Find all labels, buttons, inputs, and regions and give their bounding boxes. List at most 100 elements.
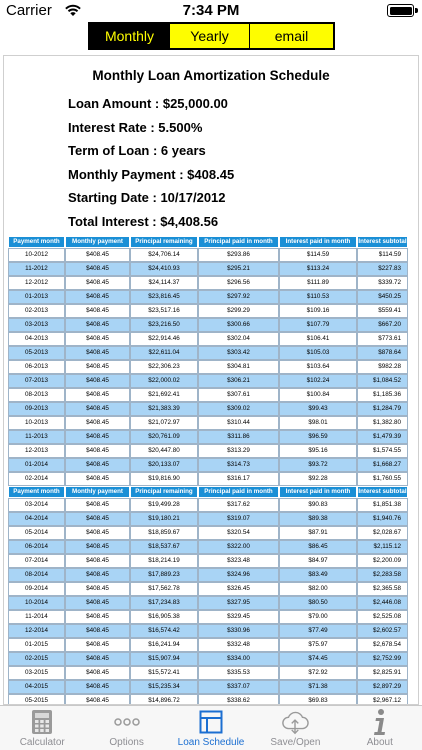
table-header-cell: Principal remaining	[130, 236, 198, 248]
table-cell: $79.00	[279, 610, 357, 624]
table-cell: 04-2015	[8, 680, 65, 694]
table-cell: $80.50	[279, 596, 357, 610]
table-cell: $84.97	[279, 554, 357, 568]
table-cell: $22,914.46	[130, 332, 198, 346]
table-cell: $74.45	[279, 652, 357, 666]
table-cell: $408.45	[65, 388, 130, 402]
table-cell: 10-2014	[8, 596, 65, 610]
table-cell: $16,905.38	[130, 610, 198, 624]
table-cell: 07-2014	[8, 554, 65, 568]
table-cell: $338.62	[198, 694, 279, 704]
table-row: 07-2014 $408.45 $18,214.19 $323.48 $84.97 $2,…	[8, 554, 408, 568]
table-cell: $408.45	[65, 458, 130, 472]
table-cell: $21,383.39	[130, 402, 198, 416]
table-header-cell: Payment month	[8, 486, 65, 498]
table-row: 01-2014 $408.45 $20,133.07 $314.73 $93.72 $1,…	[8, 458, 408, 472]
table-cell: $307.61	[198, 388, 279, 402]
table-cell: 05-2015	[8, 694, 65, 704]
table-row: 06-2014 $408.45 $18,537.67 $322.00 $86.45 $2,…	[8, 540, 408, 554]
table-cell: 05-2014	[8, 526, 65, 540]
table-row: 12-2012 $408.45 $24,114.37 $296.56 $111.89 $3…	[8, 276, 408, 290]
table-cell: 02-2014	[8, 472, 65, 486]
table-cell: $18,537.67	[130, 540, 198, 554]
table-cell: 08-2014	[8, 568, 65, 582]
table-cell: $1,851.38	[357, 498, 408, 512]
tab-about[interactable]: About	[338, 706, 422, 750]
table-cell: 03-2014	[8, 498, 65, 512]
table-cell: 10-2013	[8, 416, 65, 430]
table-cell: $2,825.91	[357, 666, 408, 680]
tab-options[interactable]: Options	[84, 706, 168, 750]
table-cell: 12-2014	[8, 624, 65, 638]
table-cell: $114.59	[357, 248, 408, 262]
table-cell: $90.83	[279, 498, 357, 512]
table-cell: $408.45	[65, 430, 130, 444]
table-cell: $327.95	[198, 596, 279, 610]
table-cell: $2,967.12	[357, 694, 408, 704]
table-cell: $2,446.08	[357, 596, 408, 610]
table-cell: 11-2014	[8, 610, 65, 624]
table-cell: $111.89	[279, 276, 357, 290]
table-cell: $408.45	[65, 262, 130, 276]
amortization-table-body: Payment month Monthly payment Principal re…	[8, 236, 408, 704]
table-row: 11-2012 $408.45 $24,410.93 $295.21 $113.24 $2…	[8, 262, 408, 276]
table-header-cell: Monthly payment	[65, 236, 130, 248]
table-cell: $20,761.09	[130, 430, 198, 444]
table-cell: $408.45	[65, 498, 130, 512]
table-cell: $408.45	[65, 582, 130, 596]
tab-save-open[interactable]: Save/Open	[253, 706, 337, 750]
wifi-icon	[65, 4, 81, 16]
table-cell: $299.29	[198, 304, 279, 318]
info-icon	[366, 708, 394, 736]
table-row: 03-2014 $408.45 $19,499.28 $317.62 $90.83 $1,…	[8, 498, 408, 512]
tab-loan-schedule[interactable]: Loan Schedule	[169, 706, 253, 750]
table-cell: $326.45	[198, 582, 279, 596]
schedule-type-segmented-control: Monthly Yearly email	[88, 22, 335, 50]
table-cell: $332.48	[198, 638, 279, 652]
schedule-document[interactable]: Monthly Loan Amortization Schedule Loan …	[3, 55, 419, 705]
table-cell: $86.45	[279, 540, 357, 554]
table-cell: $300.66	[198, 318, 279, 332]
table-cell: $311.86	[198, 430, 279, 444]
table-header-row: Payment month Monthly payment Principal re…	[8, 236, 408, 248]
table-cell: $408.45	[65, 540, 130, 554]
table-cell: $98.01	[279, 416, 357, 430]
table-header-cell: Principal paid in month	[198, 486, 279, 498]
table-cell: $323.48	[198, 554, 279, 568]
table-cell: $408.45	[65, 596, 130, 610]
table-row: 08-2014 $408.45 $17,889.23 $324.96 $83.49 $2,…	[8, 568, 408, 582]
table-cell: $329.45	[198, 610, 279, 624]
table-cell: $24,114.37	[130, 276, 198, 290]
table-header-cell: Payment month	[8, 236, 65, 248]
segment-email[interactable]: email	[250, 24, 333, 48]
status-time: 7:34 PM	[182, 2, 240, 19]
table-cell: $2,897.29	[357, 680, 408, 694]
table-cell: 08-2013	[8, 388, 65, 402]
table-cell: $14,896.72	[130, 694, 198, 704]
table-row: 05-2015 $408.45 $14,896.72 $338.62 $69.83 $2,…	[8, 694, 408, 704]
table-cell: $408.45	[65, 360, 130, 374]
table-header-cell: Interest paid in month	[279, 486, 357, 498]
table-header-row: Payment month Monthly payment Principal re…	[8, 486, 408, 498]
table-cell: $24,706.14	[130, 248, 198, 262]
table-cell: $21,072.97	[130, 416, 198, 430]
table-cell: $105.03	[279, 346, 357, 360]
tab-calculator[interactable]: Calculator	[0, 706, 84, 750]
segment-monthly[interactable]: Monthly	[90, 24, 170, 48]
table-row: 02-2013 $408.45 $23,517.16 $299.29 $109.16 $5…	[8, 304, 408, 318]
table-header-cell: Principal remaining	[130, 486, 198, 498]
table-cell: $106.41	[279, 332, 357, 346]
calculator-icon	[28, 708, 56, 736]
table-cell: $408.45	[65, 554, 130, 568]
table-cell: $408.45	[65, 526, 130, 540]
schedule-icon	[197, 708, 225, 736]
table-cell: $408.45	[65, 248, 130, 262]
table-cell: $22,306.23	[130, 360, 198, 374]
table-row: 09-2014 $408.45 $17,562.78 $326.45 $82.00 $2,…	[8, 582, 408, 596]
table-cell: $339.72	[357, 276, 408, 290]
table-cell: $1,760.55	[357, 472, 408, 486]
segment-yearly[interactable]: Yearly	[170, 24, 250, 48]
table-cell: $316.17	[198, 472, 279, 486]
table-cell: $69.83	[279, 694, 357, 704]
table-cell: $408.45	[65, 652, 130, 666]
